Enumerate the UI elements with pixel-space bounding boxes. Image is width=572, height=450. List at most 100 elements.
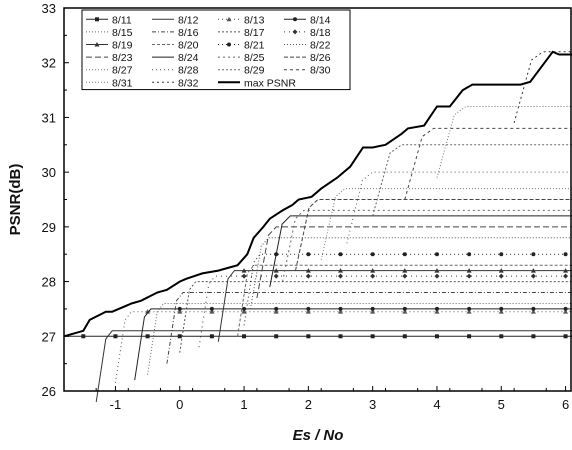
legend-label: 8/26 bbox=[310, 52, 331, 64]
legend-label: 8/25 bbox=[244, 52, 265, 64]
legend-item: 8/31 bbox=[86, 77, 133, 89]
series-point bbox=[338, 334, 343, 339]
x-axis-title: Es / No bbox=[293, 427, 344, 444]
series-point bbox=[273, 273, 279, 279]
series-point bbox=[209, 309, 215, 314]
legend-item: 8/15 bbox=[86, 27, 133, 39]
series-point bbox=[467, 252, 472, 257]
series-point bbox=[498, 268, 504, 273]
legend-item: 8/11 bbox=[86, 14, 132, 26]
series-point bbox=[434, 309, 440, 314]
series-8-19 bbox=[217, 268, 572, 342]
tick-layer: -1 0 1 2 3 4 5 6 26 27 28 29 30 31 32 33 bbox=[42, 1, 570, 412]
series-line bbox=[346, 171, 572, 244]
series-point bbox=[563, 334, 568, 339]
legend-item: 8/16 bbox=[152, 27, 199, 39]
series-8-14 bbox=[134, 306, 572, 381]
series-point bbox=[209, 306, 214, 311]
series-point bbox=[531, 252, 536, 257]
series-point bbox=[274, 334, 279, 339]
series-point bbox=[530, 268, 536, 273]
series-8-21 bbox=[243, 252, 572, 326]
series-8-18 bbox=[198, 273, 572, 348]
series-point bbox=[530, 273, 536, 279]
series-point bbox=[338, 252, 343, 257]
series-8-26 bbox=[295, 199, 572, 271]
legend-item: 8/27 bbox=[86, 65, 133, 77]
series-point bbox=[94, 42, 100, 47]
series-point bbox=[467, 306, 472, 311]
series-8-31 bbox=[436, 106, 572, 178]
series-point bbox=[370, 252, 375, 257]
legend-label: 8/19 bbox=[112, 40, 133, 52]
legend-item: 8/13 bbox=[218, 14, 265, 26]
y-tick-label: 27 bbox=[42, 329, 56, 344]
legend-label: 8/15 bbox=[112, 27, 133, 39]
series-line bbox=[217, 270, 572, 342]
series-point bbox=[292, 29, 298, 35]
series-line bbox=[179, 281, 572, 353]
series-point bbox=[338, 306, 343, 311]
legend-label: 8/23 bbox=[112, 52, 133, 64]
legend-item: 8/12 bbox=[152, 14, 199, 26]
series-point bbox=[305, 273, 311, 279]
legend-label: 8/32 bbox=[178, 77, 199, 89]
series-point bbox=[306, 334, 311, 339]
series-point bbox=[563, 306, 568, 311]
series-8-22 bbox=[250, 237, 572, 309]
series-point bbox=[531, 306, 536, 311]
series-8-17 bbox=[179, 281, 572, 353]
legend-label: 8/17 bbox=[244, 27, 265, 39]
series-point bbox=[370, 334, 375, 339]
series-point bbox=[145, 334, 150, 339]
series-point bbox=[531, 334, 536, 339]
series-point bbox=[370, 268, 376, 273]
series-point bbox=[293, 17, 297, 22]
series-point bbox=[177, 334, 182, 339]
series-line bbox=[134, 308, 572, 381]
series-point bbox=[177, 306, 182, 311]
series-point bbox=[402, 252, 407, 257]
legend-item: 8/24 bbox=[152, 52, 199, 64]
legend-item: 8/28 bbox=[152, 65, 199, 77]
series-8-13 bbox=[114, 309, 572, 383]
x-tick-label: 2 bbox=[305, 397, 312, 412]
legend-label: 8/31 bbox=[112, 77, 133, 89]
legend-label: 8/29 bbox=[244, 65, 265, 77]
series-point bbox=[227, 42, 231, 47]
legend: 8/11 8/12 8/13 8/14 8/15 8/16 8/17 8/18 8/19 8/20… bbox=[81, 9, 351, 91]
legend-label: 8/20 bbox=[178, 40, 199, 52]
y-tick-label: 28 bbox=[42, 275, 56, 290]
series-point bbox=[305, 268, 311, 273]
series-point bbox=[145, 309, 151, 314]
x-tick-label: 5 bbox=[498, 397, 505, 412]
series-point bbox=[338, 309, 344, 314]
series-point bbox=[498, 309, 504, 314]
x-tick-label: 3 bbox=[369, 397, 376, 412]
series-point bbox=[242, 306, 247, 311]
series-point bbox=[434, 252, 439, 257]
legend-item: 8/25 bbox=[218, 52, 265, 64]
series-point bbox=[209, 334, 214, 339]
legend-item: 8/26 bbox=[284, 52, 331, 64]
y-tick-label: 33 bbox=[42, 1, 56, 16]
series-point bbox=[563, 273, 569, 279]
x-tick-label: 1 bbox=[240, 397, 247, 412]
series-point bbox=[402, 306, 407, 311]
series-point bbox=[113, 334, 118, 339]
legend-label: 8/28 bbox=[178, 65, 199, 77]
series-point bbox=[273, 268, 279, 273]
legend-item: max PSNR bbox=[218, 77, 296, 89]
legend-label: 8/22 bbox=[310, 40, 331, 52]
y-tick-label: 32 bbox=[42, 56, 56, 71]
series-line bbox=[372, 144, 572, 217]
legend-label: 8/27 bbox=[112, 65, 133, 77]
legend-item: 8/14 bbox=[284, 14, 331, 26]
legend-item: 8/20 bbox=[152, 40, 199, 52]
legend-box bbox=[81, 9, 351, 91]
series-point bbox=[466, 309, 472, 314]
series-point bbox=[338, 273, 344, 279]
series-max-psnr bbox=[63, 50, 572, 338]
legend-items: 8/11 8/12 8/13 8/14 8/15 8/16 8/17 8/18 8/19 8/20… bbox=[86, 14, 331, 89]
series-point bbox=[370, 309, 376, 314]
